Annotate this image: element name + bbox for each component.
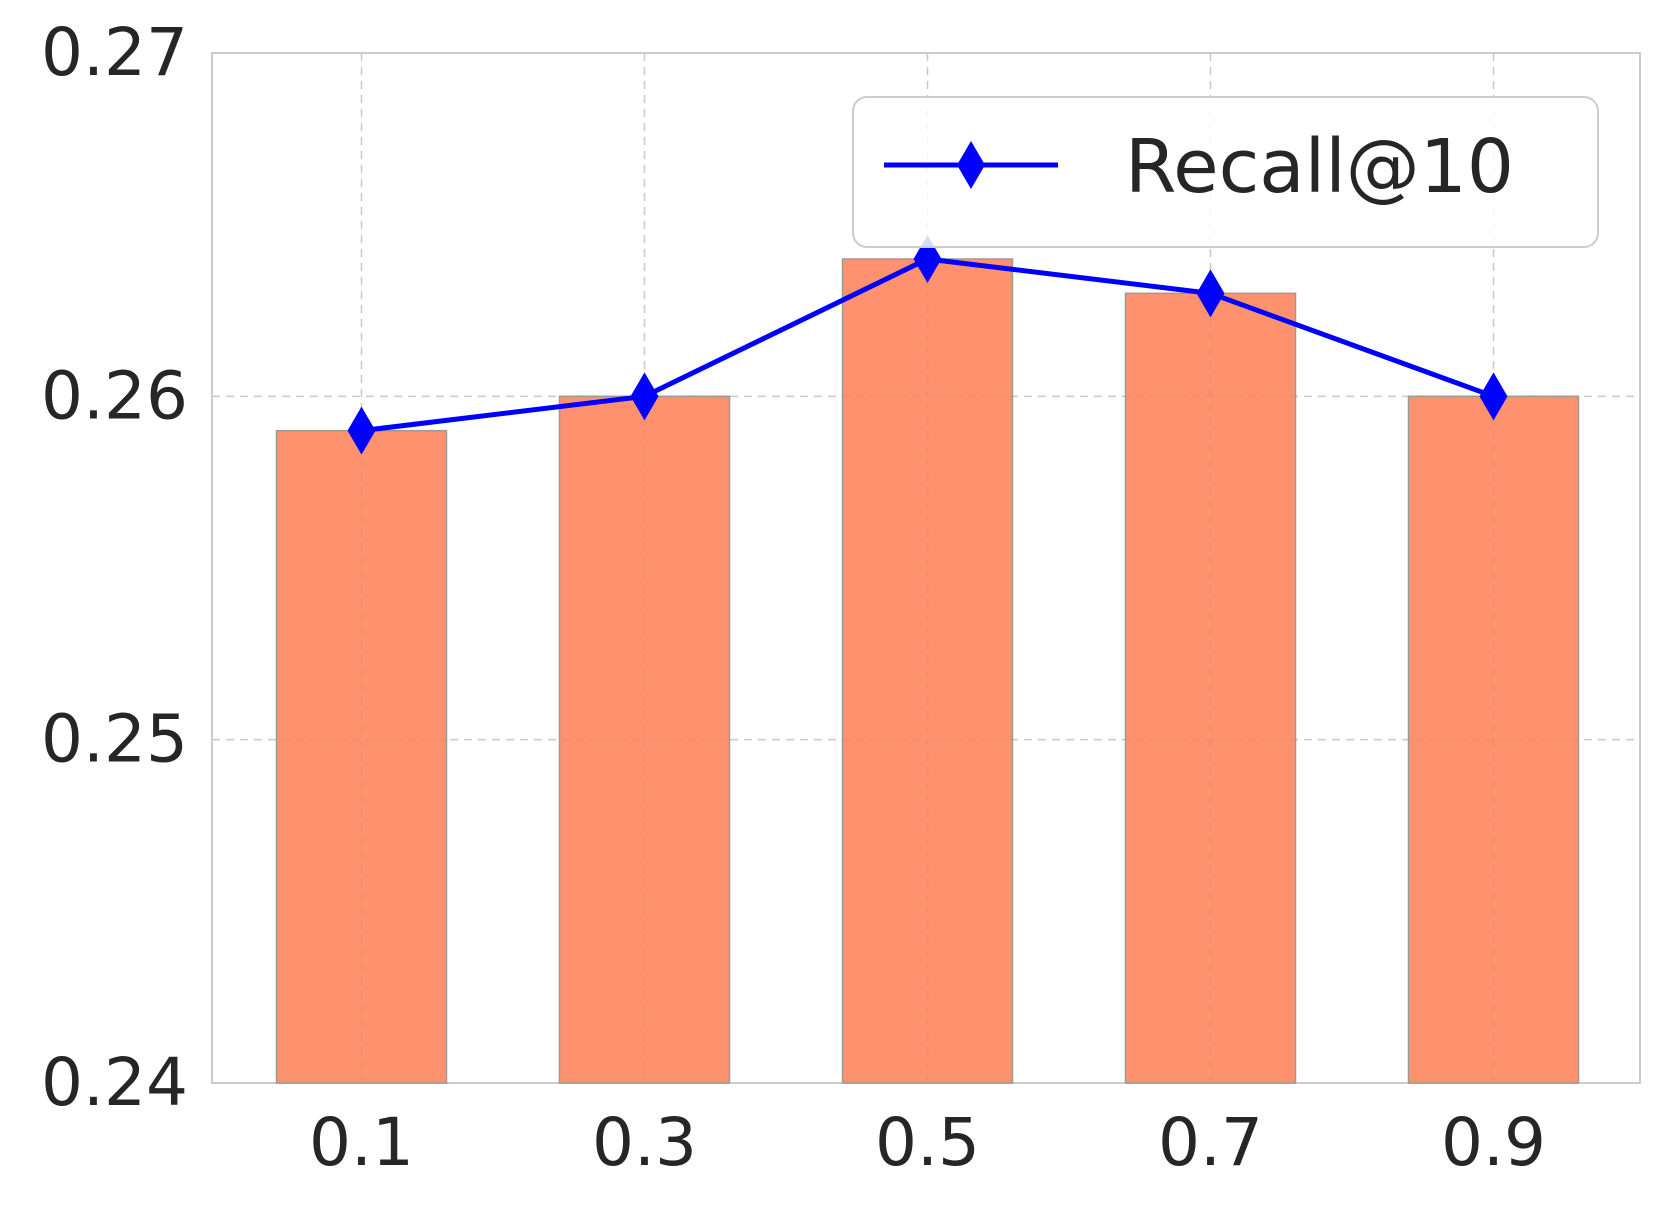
bar [1407, 395, 1580, 1084]
y-tick-label: 0.24 [41, 1044, 188, 1121]
line-point [630, 372, 659, 421]
x-tick-label: 0.1 [309, 1104, 414, 1181]
bar [558, 395, 731, 1084]
legend-label: Recall@10 [1125, 124, 1514, 210]
x-tick-label: 0.3 [592, 1104, 697, 1181]
x-tick-label: 0.9 [1441, 1104, 1546, 1181]
y-tick-label: 0.26 [41, 357, 188, 434]
legend-diamond-marker [957, 141, 985, 189]
bar [1124, 292, 1297, 1084]
y-tick-label: 0.25 [41, 701, 188, 778]
bar [275, 429, 448, 1084]
bar [841, 258, 1014, 1084]
legend: Recall@10 [852, 96, 1599, 248]
line-point [347, 406, 376, 455]
x-tick-labels: 0.1 0.3 0.5 0.7 0.9 [309, 1104, 1546, 1181]
line-point [1196, 269, 1225, 318]
x-tick-label: 0.5 [875, 1104, 980, 1181]
line-point [1479, 372, 1508, 421]
legend-box [852, 96, 1599, 248]
line-series [347, 235, 1508, 455]
bars [275, 258, 1580, 1084]
y-tick-labels: 0.24 0.25 0.26 0.27 [41, 14, 188, 1121]
x-tick-label: 0.7 [1158, 1104, 1263, 1181]
y-tick-label: 0.27 [41, 14, 188, 91]
